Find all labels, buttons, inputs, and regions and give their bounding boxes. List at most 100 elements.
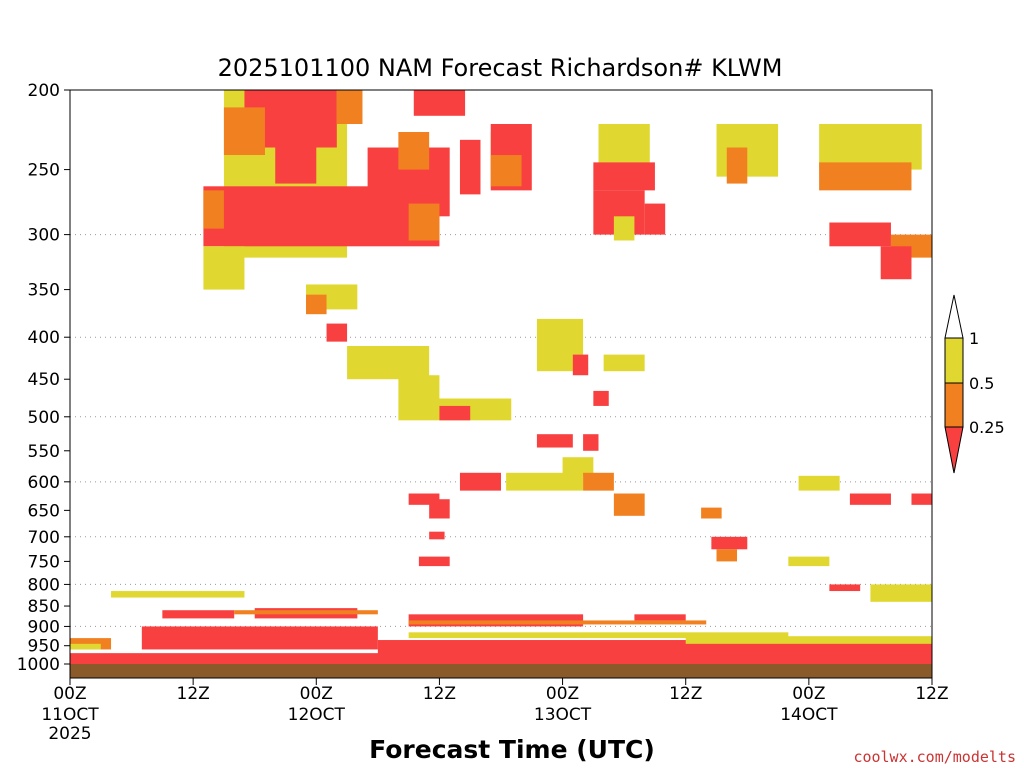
heatmap-cell [336, 90, 363, 124]
heatmap-cell [203, 190, 224, 229]
heatmap-cell [829, 222, 891, 247]
heatmap-cell [583, 472, 614, 491]
heatmap-cell [593, 390, 609, 406]
heatmap-cell [459, 472, 501, 491]
heatmap-cell [536, 434, 573, 448]
heatmap-cell [459, 139, 481, 195]
y-tick-label: 400 [28, 328, 60, 348]
heatmap-cell [70, 643, 101, 650]
x-tick-label: 12Z [915, 684, 948, 704]
heatmap-cell [685, 636, 932, 644]
heatmap-cell [398, 132, 430, 170]
heatmap-cell [880, 246, 912, 280]
y-tick-label: 850 [28, 597, 60, 617]
heatmap-cell [347, 346, 430, 380]
heatmap-cell [819, 162, 912, 191]
ground-band [70, 664, 932, 678]
x-tick-label: 12Z [423, 684, 456, 704]
heatmap-cell [593, 162, 655, 191]
x-tick-label: 00Z [53, 684, 86, 704]
heatmap-cell [223, 107, 265, 156]
heatmap-cell [598, 123, 650, 170]
y-tick-label: 250 [28, 161, 60, 181]
x-tick-label: 00Z [546, 684, 579, 704]
y-tick-label: 200 [28, 81, 60, 101]
heatmap-cell [726, 147, 748, 184]
plot-area [69, 89, 933, 679]
y-tick-label: 350 [28, 281, 60, 301]
x-tick-year-label: 2025 [48, 724, 91, 744]
chart-title: 2025101100 NAM Forecast Richardson# KLWM [218, 54, 783, 82]
heatmap-cell [634, 614, 686, 621]
heatmap-cell [234, 610, 378, 615]
plot-frame [69, 89, 933, 679]
colorbar-level-label: 0.5 [969, 374, 994, 393]
y-tick-label: 300 [28, 226, 60, 246]
heatmap-cell [439, 405, 471, 421]
heatmap-cell [408, 632, 789, 639]
colorbar-level-label: 1 [969, 329, 979, 348]
y-tick-label: 550 [28, 442, 60, 462]
x-tick-label: 00Z [300, 684, 333, 704]
heatmap-cell [418, 556, 450, 567]
heatmap-cell [829, 584, 861, 592]
x-tick-label: 12Z [177, 684, 210, 704]
heatmap-cell [911, 493, 932, 505]
credit-text: coolwx.com/modelts [853, 748, 1016, 766]
heatmap-cell [819, 123, 922, 170]
heatmap-cell [603, 354, 645, 372]
heatmap-cell [141, 626, 378, 650]
heatmap-cell [572, 354, 589, 376]
heatmap-cell [111, 591, 245, 598]
y-tick-label: 900 [28, 617, 60, 637]
colorbar-segment-orange [944, 382, 964, 428]
x-tick-day-label: 14OCT [780, 705, 838, 725]
heatmap-cell [162, 610, 235, 619]
x-axis-label: Forecast Time (UTC) [369, 735, 655, 764]
colorbar-level-label: 0.25 [969, 418, 1005, 437]
heatmap-cell [798, 475, 840, 491]
heatmap-cell [203, 246, 245, 290]
heatmap-cell [506, 472, 584, 491]
heatmap-cell [788, 556, 830, 567]
y-tick-label: 500 [28, 408, 60, 428]
heatmap-cell [701, 507, 722, 519]
heatmap-cell [583, 434, 599, 451]
x-tick-label: 00Z [792, 684, 825, 704]
heatmap-cell [408, 203, 440, 241]
heatmap-cell [306, 294, 327, 315]
x-tick-label: 12Z [669, 684, 702, 704]
heatmap-cell [429, 531, 445, 540]
heatmap-cell [644, 203, 666, 235]
y-axis: 200 250 300 350 400 450 500 550 600 650 700 750 8008… [17, 81, 70, 675]
heatmap-cell [562, 457, 594, 476]
y-tick-label: 800 [28, 575, 60, 595]
y-tick-label: 700 [28, 528, 60, 548]
heatmap-cell [326, 323, 348, 342]
heatmap-cell [849, 493, 891, 505]
y-tick-label: 650 [28, 501, 60, 521]
heatmap-cell [70, 653, 932, 664]
heatmap-cell [275, 115, 317, 184]
heatmap-cell [613, 493, 645, 516]
heatmap-cell [870, 584, 932, 602]
colorbar-legend: 1 0.5 0.25 [944, 294, 1005, 474]
heatmap-cell [613, 216, 635, 241]
y-tick-label: 450 [28, 370, 60, 390]
colorbar-lower-triangle [944, 426, 964, 474]
colorbar-segment-yellow [944, 337, 964, 384]
heatmap-cell [398, 375, 440, 399]
heatmap-cell [70, 638, 112, 650]
heatmap-cell [408, 493, 440, 505]
y-tick-label: 1000 [17, 655, 60, 675]
x-tick-day-label: 11OCT [41, 705, 99, 725]
heatmap-cell [408, 620, 707, 625]
y-tick-label: 950 [28, 637, 60, 657]
heatmap-cell [716, 549, 738, 562]
x-tick-day-label: 13OCT [534, 705, 592, 725]
heatmap-cell [413, 90, 466, 116]
y-tick-label: 600 [28, 473, 60, 493]
heatmap-cell [408, 614, 584, 627]
